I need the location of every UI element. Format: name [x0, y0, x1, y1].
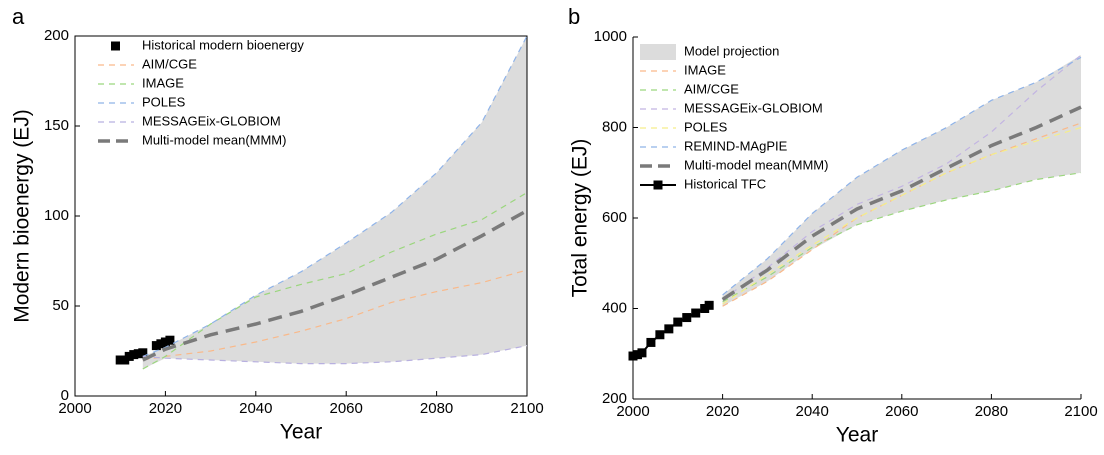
legend-label: Multi-model mean(MMM): [684, 157, 828, 172]
y-tick-label: 0: [61, 387, 69, 404]
x-tick-label: 2100: [510, 400, 543, 417]
x-tick-label: 2000: [616, 403, 649, 420]
marker: [691, 308, 701, 318]
y-axis-label: Total energy (EJ): [569, 139, 592, 298]
x-tick-label: 2080: [420, 400, 453, 417]
legend-label: MESSAGEix-GLOBIOM: [142, 113, 281, 128]
legend-label: AIM/CGE: [142, 56, 197, 71]
marker: [120, 355, 130, 365]
legend-label: Multi-model mean(MMM): [142, 132, 286, 147]
y-tick-label: 200: [44, 27, 69, 44]
envelope: [142, 36, 528, 369]
legend-label: REMIND-MAgPIE: [684, 138, 788, 153]
marker: [646, 337, 656, 347]
series-line: [142, 269, 528, 361]
legend-label: AIM/CGE: [684, 81, 739, 96]
legend-marker: [653, 180, 663, 190]
legend-label: Model projection: [684, 43, 779, 58]
legend-label: IMAGE: [684, 62, 726, 77]
x-axis-label: Year: [280, 421, 322, 444]
series-line: [142, 35, 528, 357]
x-tick-label: 2020: [149, 400, 182, 417]
x-tick-label: 2100: [1064, 403, 1097, 420]
panel-label: b: [568, 4, 580, 29]
series-line: [722, 54, 1082, 300]
legend-swatch: [640, 44, 676, 60]
series-line: [142, 345, 528, 365]
legend-label: IMAGE: [142, 75, 184, 90]
y-tick-label: 50: [52, 297, 69, 314]
legend-label: POLES: [142, 94, 186, 109]
series-line: [721, 105, 1082, 301]
legend-label: Historical modern bioenergy: [142, 37, 304, 52]
marker: [682, 313, 692, 323]
y-tick-label: 200: [602, 390, 627, 407]
y-tick-label: 1000: [594, 28, 627, 45]
x-axis-label: Year: [836, 424, 878, 447]
y-tick-label: 400: [602, 299, 627, 316]
x-tick-label: 2040: [239, 400, 272, 417]
x-tick-label: 2060: [885, 403, 918, 420]
x-tick-label: 2000: [58, 400, 91, 417]
y-tick-label: 150: [44, 117, 69, 134]
legend-marker: [111, 41, 120, 51]
y-tick-label: 100: [44, 207, 69, 224]
series-line: [722, 172, 1082, 303]
panel: 2000 2020 2040 2060 2080 2100 0 50 100 150 200 Year…: [11, 4, 544, 444]
legend-label: POLES: [684, 119, 728, 134]
legend: Model projection IMAGE AIM/CGE MESSAGEix-GL…: [640, 43, 828, 191]
envelope: [722, 55, 1081, 307]
panel-label: a: [12, 4, 25, 29]
marker: [133, 349, 143, 359]
y-axis-label: Modern bioenergy (EJ): [11, 109, 34, 323]
x-tick-label: 2040: [796, 403, 829, 420]
marker: [160, 337, 170, 347]
legend-label: MESSAGEix-GLOBIOM: [684, 100, 823, 115]
marker: [664, 324, 674, 334]
marker: [124, 351, 134, 361]
marker: [673, 317, 683, 327]
series-line: [722, 56, 1082, 296]
y-tick-label: 800: [602, 118, 627, 135]
x-tick-label: 2020: [706, 403, 739, 420]
marker: [156, 339, 166, 349]
marker: [115, 355, 125, 365]
marker: [655, 330, 665, 340]
x-tick-label: 2080: [975, 403, 1008, 420]
marker: [165, 335, 175, 345]
marker: [129, 350, 139, 360]
legend: Historical modern bioenergy AIM/CGE IMAGE P…: [98, 37, 304, 147]
y-tick-label: 600: [602, 209, 627, 226]
panel: 2000 2020 2040 2060 2080 2100 200 400 600 800 1000…: [568, 4, 1098, 447]
marker: [704, 300, 714, 310]
legend-label: Historical TFC: [684, 176, 766, 191]
x-tick-label: 2060: [330, 400, 363, 417]
marker: [151, 341, 161, 351]
marker: [138, 348, 148, 358]
marker: [637, 348, 647, 358]
series-line: [722, 126, 1082, 305]
series-line: [142, 209, 528, 362]
